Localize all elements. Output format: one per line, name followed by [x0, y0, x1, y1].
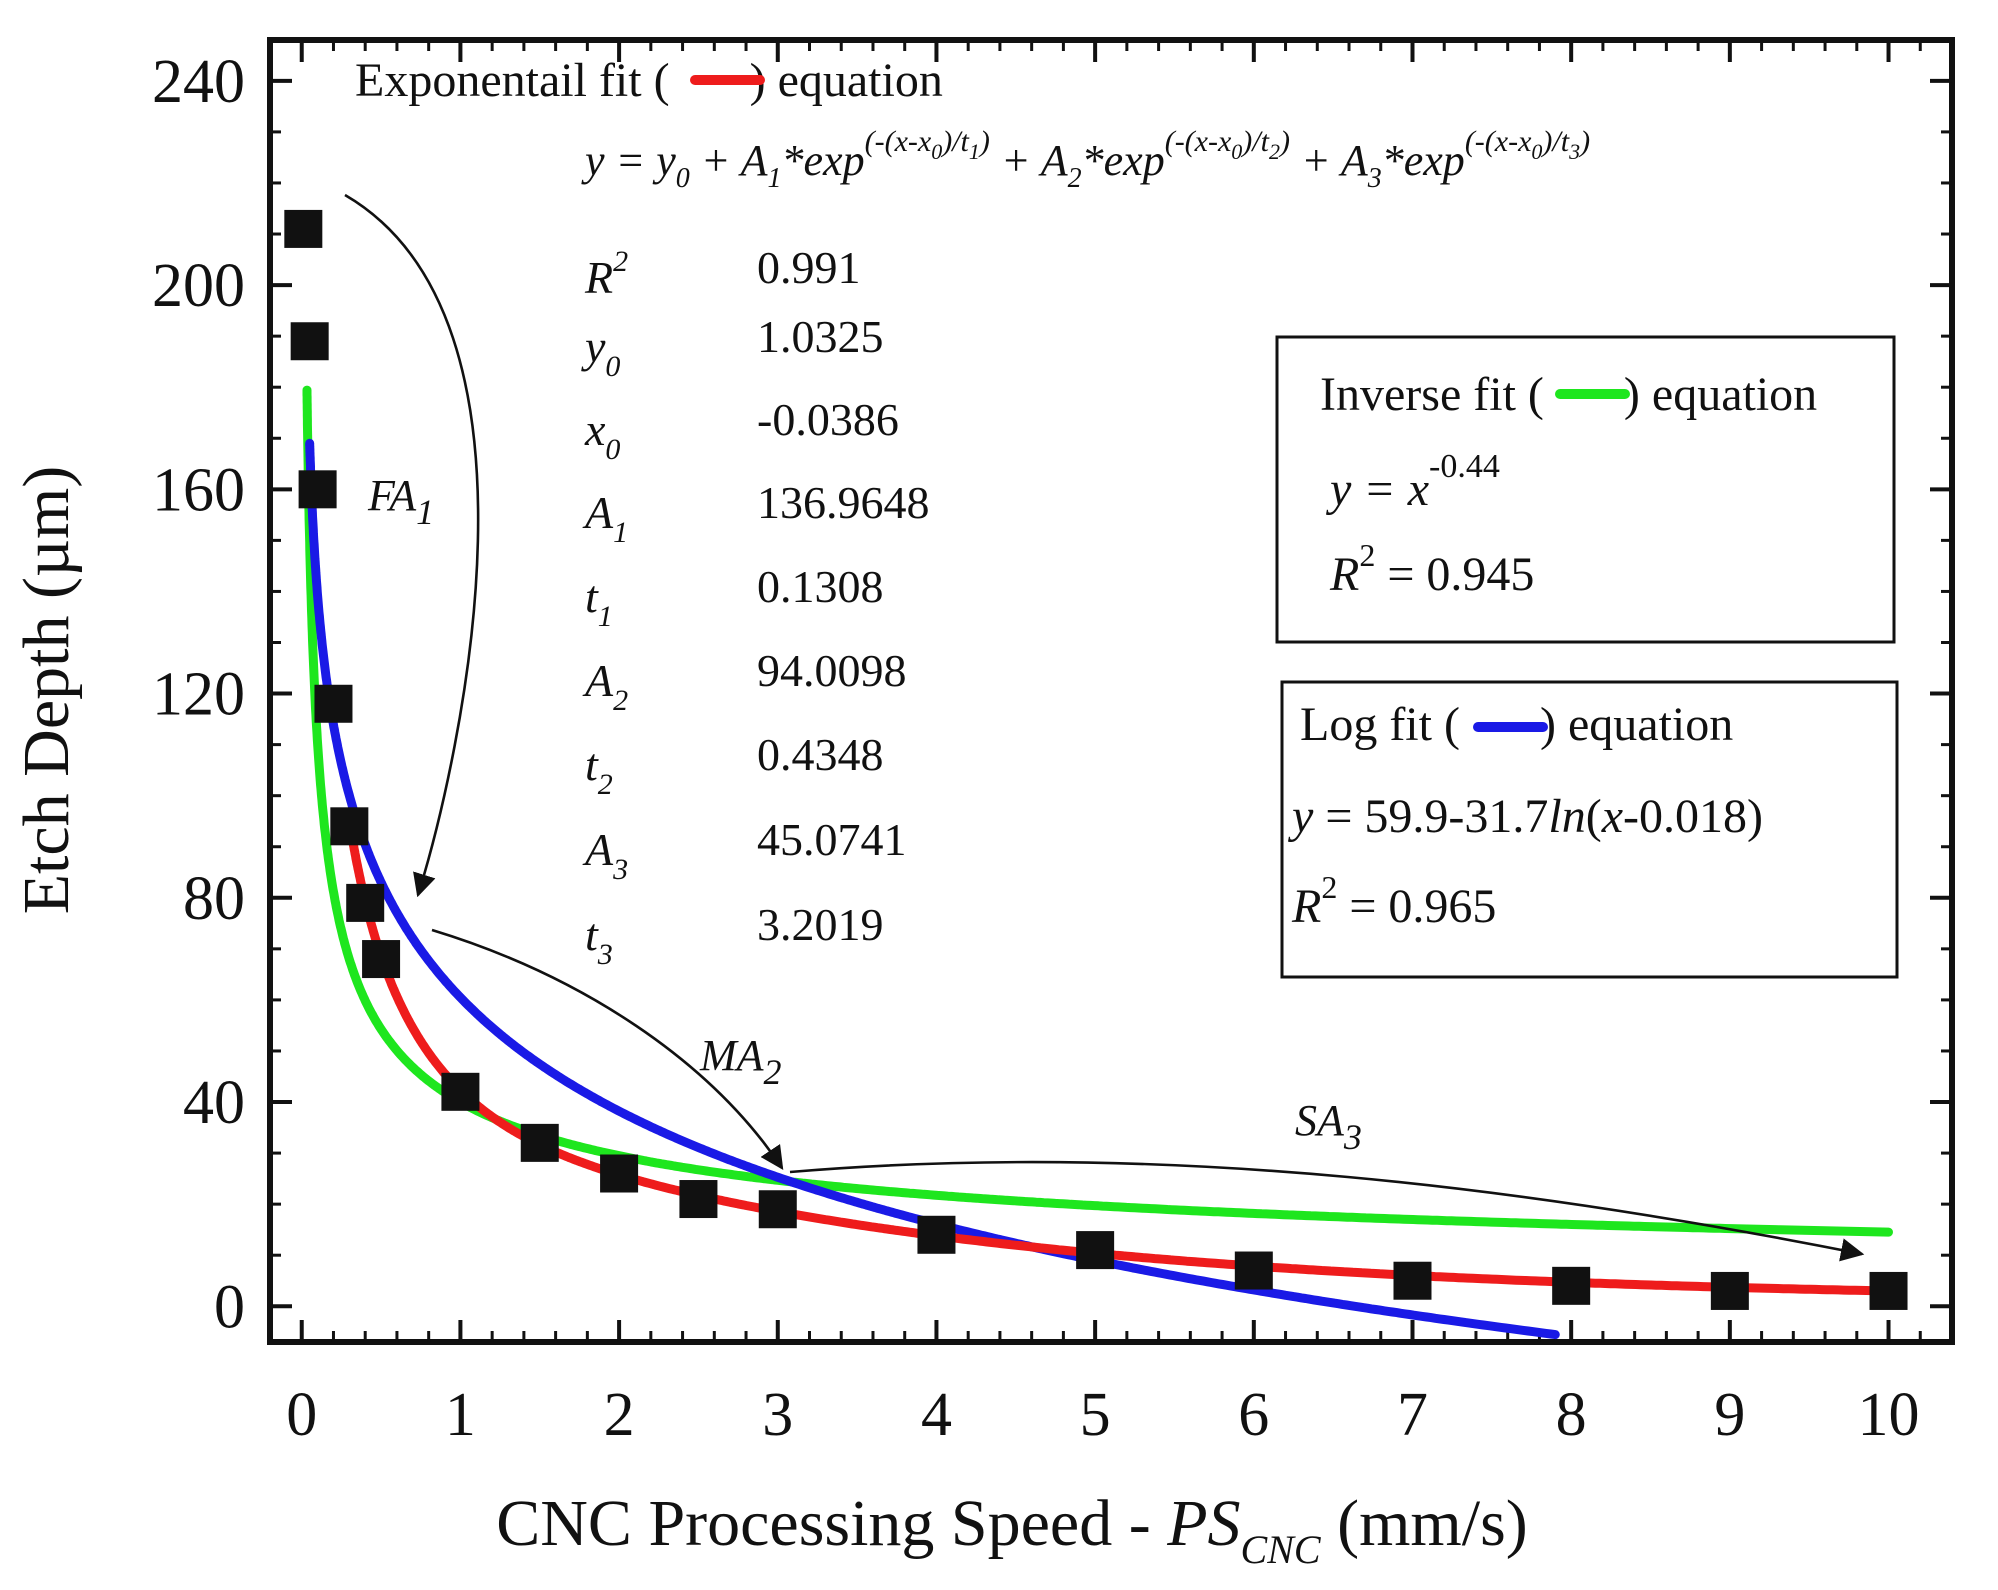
- y-tick-label: 200: [152, 252, 245, 320]
- param-label: x0: [584, 404, 620, 466]
- param-value: 94.0098: [757, 645, 907, 696]
- sa3-arrow: [789, 1160, 1865, 1262]
- log-fit-equation: y = 59.9-31.7ln(x-0.018): [1287, 790, 1763, 843]
- data-point: [917, 1215, 956, 1254]
- y-tick-label: 80: [183, 865, 245, 933]
- x-tick-labels: 0 1 2 3 4 5 6 7 8 9 10: [286, 1381, 1919, 1449]
- data-point: [1076, 1231, 1115, 1270]
- y-tick-label: 0: [214, 1273, 245, 1341]
- param-value: -0.0386: [757, 394, 899, 445]
- data-point: [679, 1180, 718, 1219]
- data-point: [290, 322, 329, 361]
- param-label: y0: [581, 321, 620, 383]
- exp-fit-title: Exponentail fit () equation: [355, 54, 943, 107]
- annotation-sa3: SA3: [1295, 1096, 1362, 1157]
- data-point: [1710, 1271, 1749, 1310]
- y-tick-label: 120: [152, 661, 245, 729]
- data-point: [362, 940, 401, 979]
- log-fit-box: Log fit () equation y = 59.9-31.7ln(x-0.…: [1280, 680, 1899, 979]
- x-tick-label: 6: [1238, 1381, 1269, 1449]
- annotation-ma2: MA2: [699, 1031, 782, 1092]
- log-fit-title: Log fit () equation: [1300, 698, 1733, 751]
- data-point: [1869, 1271, 1908, 1310]
- param-label: A2: [582, 655, 628, 717]
- x-tick-label: 9: [1714, 1381, 1745, 1449]
- exp-fit-equation: y = y0 + A1*exp(-(x-x0)/t1) + A2*exp(-(x…: [581, 125, 1590, 194]
- data-point: [1552, 1266, 1591, 1305]
- x-tick-label: 1: [445, 1381, 476, 1449]
- x-tick-label: 5: [1080, 1381, 1111, 1449]
- plot-frame: [267, 37, 1955, 1345]
- param-label: R2: [584, 245, 628, 303]
- data-point: [314, 684, 353, 723]
- param-label: t3: [585, 909, 613, 971]
- data-point: [284, 209, 323, 248]
- x-tick-label: 8: [1556, 1381, 1587, 1449]
- data-point: [1234, 1251, 1273, 1290]
- x-tick-label: 0: [286, 1381, 317, 1449]
- annotation-fa1: FA1: [367, 471, 434, 532]
- log-fit-curve: [305, 438, 1560, 1340]
- x-tick-label: 10: [1858, 1381, 1920, 1449]
- param-value: 45.0741: [757, 814, 907, 865]
- x-tick-label: 4: [921, 1381, 952, 1449]
- x-axis-title: CNC Processing Speed - PSCNC (mm/s): [496, 1487, 1528, 1572]
- inverse-fit-r2: R2 = 0.945: [1329, 537, 1534, 601]
- y-tick-label: 40: [183, 1069, 245, 1137]
- y-axis-title: Etch Depth (µm): [10, 466, 83, 915]
- y-tick-labels: 0 40 80 120 160 200 240: [152, 48, 245, 1341]
- data-point: [346, 883, 385, 922]
- data-point: [330, 807, 369, 846]
- data-point: [600, 1154, 639, 1193]
- inverse-fit-title: Inverse fit () equation: [1320, 368, 1817, 421]
- data-point: [441, 1072, 480, 1111]
- y-tick-label: 160: [152, 456, 245, 524]
- param-value: 1.0325: [757, 311, 884, 362]
- param-value: 3.2019: [757, 899, 884, 950]
- param-value: 0.991: [757, 242, 861, 293]
- inverse-fit-equation: y = x-0.44: [1325, 448, 1500, 516]
- data-points: [284, 209, 1908, 1310]
- exp-fit-parameters: R2 0.991 y0 1.0325 x0 -0.0386 A1 136.9648 t1 0.13…: [581, 242, 930, 971]
- data-point: [1393, 1261, 1432, 1300]
- param-value: 136.9648: [757, 477, 930, 528]
- x-tick-label: 3: [762, 1381, 793, 1449]
- data-point: [298, 470, 337, 509]
- param-label: t1: [585, 571, 613, 633]
- power-fit-curve: [302, 385, 1893, 1237]
- data-point: [520, 1123, 559, 1162]
- fa1-arrow: [344, 193, 480, 898]
- data-point: [758, 1190, 797, 1229]
- axis-ticks: [268, 40, 1954, 1342]
- param-label: t2: [585, 739, 613, 801]
- x-tick-label: 7: [1397, 1381, 1428, 1449]
- inverse-fit-box: Inverse fit () equation y = x-0.44 R2 = …: [1275, 335, 1896, 644]
- y-tick-label: 240: [152, 48, 245, 116]
- log-fit-r2: R2 = 0.965: [1291, 869, 1496, 933]
- param-label: A3: [582, 824, 628, 886]
- param-value: 0.1308: [757, 561, 884, 612]
- ma2-arrow: [431, 928, 784, 1170]
- param-label: A1: [582, 487, 628, 549]
- x-tick-label: 2: [604, 1381, 635, 1449]
- param-value: 0.4348: [757, 729, 884, 780]
